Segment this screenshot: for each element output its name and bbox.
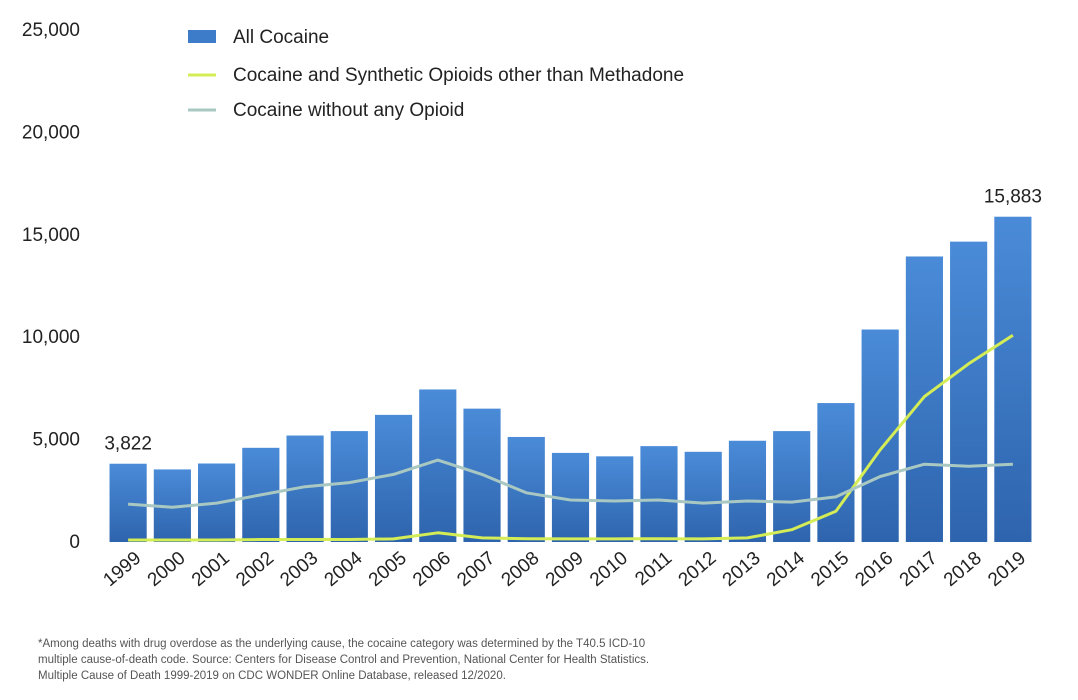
bar	[374, 414, 413, 542]
footnote-line: *Among deaths with drug overdose as the …	[38, 638, 646, 650]
x-tick-label: 2018	[940, 548, 986, 591]
bar	[817, 403, 855, 542]
bar	[994, 216, 1032, 542]
x-tick-label: 2007	[453, 548, 499, 591]
x-tick-label: 2014	[763, 547, 809, 591]
x-tick-label: 2009	[542, 548, 588, 591]
y-tick-label: 20,000	[22, 122, 80, 143]
y-tick-label: 15,000	[22, 225, 80, 246]
bar	[905, 256, 943, 542]
x-tick-label: 2005	[365, 548, 411, 591]
x-tick-label: 2001	[188, 548, 234, 591]
x-tick-label: 2015	[807, 548, 853, 591]
x-tick-label: 2013	[719, 548, 765, 591]
x-tick-label: 2003	[276, 548, 322, 591]
x-tick-label: 1999	[99, 548, 145, 591]
x-tick-label: 2011	[631, 548, 676, 590]
legend: All Cocaine Cocaine and Synthetic Opioid…	[188, 27, 684, 121]
bar	[640, 446, 678, 542]
data-label: 15,883	[984, 187, 1042, 208]
x-tick-label: 2002	[232, 548, 278, 591]
x-tick-label: 2000	[144, 548, 190, 591]
legend-label-synthetic-opioids: Cocaine and Synthetic Opioids other than…	[233, 65, 684, 86]
bar-series-all-cocaine	[109, 216, 1032, 542]
legend-swatch-all-cocaine	[188, 30, 216, 43]
bar	[684, 451, 722, 542]
data-annotations: 3,822 15,883	[104, 187, 1042, 455]
x-tick-label: 2008	[498, 548, 544, 591]
bar	[330, 431, 368, 542]
bar	[596, 456, 634, 542]
bar	[728, 440, 767, 542]
y-tick-label: 10,000	[22, 327, 80, 348]
x-tick-label: 2017	[896, 548, 942, 591]
bar	[507, 436, 545, 542]
footnote: *Among deaths with drug overdose as the …	[38, 636, 1058, 684]
y-tick-label: 0	[69, 532, 80, 553]
line-synthetic-opioids	[128, 333, 1014, 542]
x-tick-label: 2016	[851, 548, 897, 591]
y-tick-label: 25,000	[22, 20, 80, 41]
line-no-opioid	[127, 458, 1013, 509]
bar	[419, 389, 457, 542]
legend-label-all-cocaine: All Cocaine	[233, 27, 329, 48]
bar	[109, 463, 147, 542]
x-tick-label: 2019	[984, 548, 1030, 591]
x-axis-ticks: 1999200020012002200320042005200620072008…	[99, 547, 1030, 591]
line-series	[127, 333, 1014, 542]
y-tick-label: 5,000	[32, 430, 80, 451]
footnote-line: multiple cause-of-death code. Source: Ce…	[38, 654, 650, 666]
bar	[950, 241, 988, 542]
x-tick-label: 2010	[586, 548, 632, 591]
legend-label-no-opioid: Cocaine without any Opioid	[233, 100, 464, 121]
y-axis-ticks: 0 5,000 10,000 15,000 20,000 25,000	[22, 20, 80, 553]
x-tick-label: 2012	[675, 548, 721, 591]
footnote-line: Multiple Cause of Death 1999-2019 on CDC…	[38, 670, 506, 682]
x-tick-label: 2006	[409, 548, 455, 591]
x-tick-label: 2004	[321, 547, 367, 591]
data-label: 3,822	[104, 434, 152, 455]
